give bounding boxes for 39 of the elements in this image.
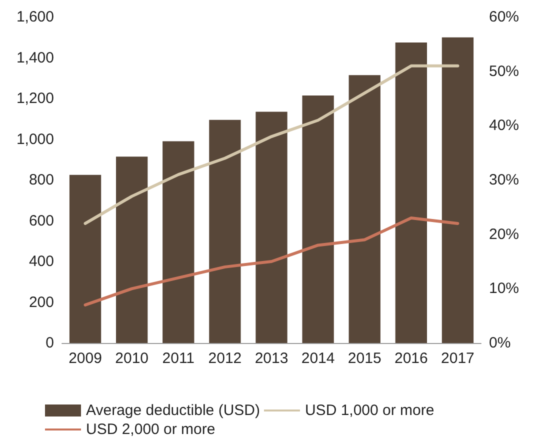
y2-tick-label: 0% <box>489 334 511 352</box>
bar <box>116 156 148 343</box>
line-series <box>84 64 460 225</box>
y-tick-label: 600 <box>28 212 54 230</box>
x-tick-label: 2013 <box>254 350 288 367</box>
y-tick-label: 1,000 <box>16 130 54 148</box>
bar <box>348 75 380 343</box>
bar <box>69 174 102 343</box>
y2-tick-label: 60% <box>489 8 520 26</box>
x-tick-label: 2015 <box>348 350 382 367</box>
y-tick-label: 0 <box>46 334 54 352</box>
bar <box>442 37 474 343</box>
y-tick-label: 200 <box>28 294 54 311</box>
bar <box>395 42 427 343</box>
x-tick-label: 2016 <box>394 350 428 367</box>
y2-tick-label: 30% <box>489 172 520 188</box>
x-tick-label: 2011 <box>162 350 195 367</box>
y-tick-label: 400 <box>28 253 54 270</box>
y2-tick-label: 20% <box>489 226 520 243</box>
bar <box>302 95 334 343</box>
x-tick-label: 2014 <box>301 350 335 367</box>
legend-label: USD 1,000 or more <box>304 402 434 419</box>
x-tick-label: 2010 <box>115 350 149 367</box>
bar <box>256 112 288 343</box>
y2-tick-label: 10% <box>489 280 520 298</box>
x-tick-label: 2017 <box>441 350 474 367</box>
bar <box>162 141 194 343</box>
x-tick-label: 2012 <box>208 350 242 367</box>
y-tick-label: 1,200 <box>16 90 54 107</box>
y-tick-label: 1,400 <box>16 49 54 66</box>
x-tick-label: 2009 <box>68 350 102 367</box>
legend-label: USD 2,000 or more <box>86 421 216 438</box>
legend-label: Average deductible (USD) <box>86 402 260 419</box>
y-tick-label: 1,600 <box>16 8 54 26</box>
y2-tick-label: 40% <box>489 117 520 134</box>
y2-tick-label: 50% <box>489 62 520 80</box>
bar <box>209 120 241 343</box>
line-series <box>84 216 460 306</box>
y-tick-label: 800 <box>28 172 54 188</box>
